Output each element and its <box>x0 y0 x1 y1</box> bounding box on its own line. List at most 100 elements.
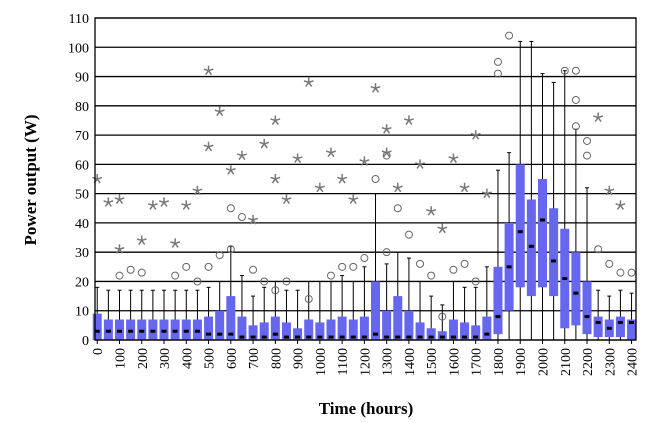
x-tick-label: 1200 <box>358 348 373 376</box>
median <box>495 315 501 319</box>
x-tick-label: 500 <box>203 348 218 369</box>
outlier-circle <box>571 95 580 104</box>
box <box>281 322 291 340</box>
median <box>506 265 512 269</box>
outlier-star <box>303 77 314 87</box>
y-tick-label: 80 <box>75 100 89 115</box>
median <box>417 335 423 339</box>
outlier-star <box>114 194 125 204</box>
median <box>606 326 612 330</box>
box <box>382 310 392 340</box>
median <box>439 335 445 339</box>
outlier-circle <box>616 268 625 277</box>
median <box>272 332 278 336</box>
median <box>328 335 334 339</box>
median <box>539 218 545 222</box>
box <box>460 322 470 340</box>
median <box>94 329 100 333</box>
outlier-star <box>459 182 470 193</box>
box <box>393 296 403 340</box>
median <box>573 291 579 295</box>
box <box>204 316 214 340</box>
median <box>150 329 156 333</box>
outlier-circle <box>471 277 480 286</box>
outlier-star <box>415 159 426 169</box>
outlier-circle <box>393 204 402 213</box>
outlier-star <box>604 185 615 196</box>
y-tick-label: 90 <box>75 71 89 86</box>
outlier-circle <box>493 57 502 66</box>
box <box>337 316 347 340</box>
box <box>248 325 258 340</box>
box <box>549 208 559 297</box>
outlier-star <box>103 197 114 207</box>
box <box>615 316 625 338</box>
plot-frame <box>94 17 637 341</box>
median <box>373 332 379 336</box>
outlier-circle <box>583 151 592 160</box>
outlier-circle <box>338 262 347 271</box>
median <box>517 230 523 234</box>
outlier-circle <box>560 66 569 75</box>
outlier-star <box>481 188 492 199</box>
y-tick-label: 60 <box>75 158 89 173</box>
y-tick-label: 0 <box>82 334 89 349</box>
median <box>128 329 134 333</box>
outlier-star <box>192 185 203 196</box>
median <box>194 329 200 333</box>
box <box>482 316 492 340</box>
y-axis-label: Power output (W) <box>21 115 40 246</box>
median <box>239 335 245 339</box>
box <box>627 319 637 340</box>
x-tick-label: 1400 <box>403 348 418 376</box>
outlier-star <box>448 153 459 163</box>
outlier-circle <box>237 213 246 222</box>
outlier-circle <box>115 271 124 280</box>
box <box>371 281 381 340</box>
outlier-star <box>159 197 170 207</box>
outlier-star <box>381 124 392 134</box>
outlier-star <box>203 141 214 152</box>
outlier-star <box>147 200 158 210</box>
outlier-circle <box>449 265 458 274</box>
outlier-circle <box>193 277 202 286</box>
outlier-circle <box>326 271 335 280</box>
median <box>350 335 356 339</box>
median <box>116 329 122 333</box>
y-tick-label: 30 <box>75 246 89 261</box>
box <box>293 328 303 340</box>
median <box>339 335 345 339</box>
outlier-circle <box>427 271 436 280</box>
median <box>462 335 468 339</box>
median <box>551 259 557 263</box>
median <box>228 332 234 336</box>
outlier-circle <box>382 248 391 257</box>
x-tick-label: 1700 <box>470 348 485 376</box>
x-tick-label: 600 <box>225 348 240 369</box>
box <box>92 313 102 340</box>
median <box>295 335 301 339</box>
median <box>528 244 534 248</box>
median <box>261 335 267 339</box>
outlier-circle <box>126 265 135 274</box>
x-tick-label: 400 <box>180 348 195 369</box>
x-tick-label: 200 <box>136 348 151 369</box>
outlier-circle <box>571 66 580 75</box>
outlier-star <box>381 147 392 158</box>
outlier-star <box>337 174 348 184</box>
outlier-star <box>437 223 448 234</box>
outlier-star <box>370 83 381 93</box>
outlier-star <box>281 194 292 204</box>
outlier-star <box>203 65 214 76</box>
box <box>259 322 269 340</box>
y-tick-label: 100 <box>68 41 89 56</box>
box <box>404 310 414 340</box>
median <box>428 335 434 339</box>
outlier-circle <box>171 271 180 280</box>
box <box>415 322 425 340</box>
outlier-circle <box>627 268 636 277</box>
median <box>105 329 111 333</box>
outlier-circle <box>594 245 603 254</box>
median <box>206 332 212 336</box>
median <box>183 329 189 333</box>
